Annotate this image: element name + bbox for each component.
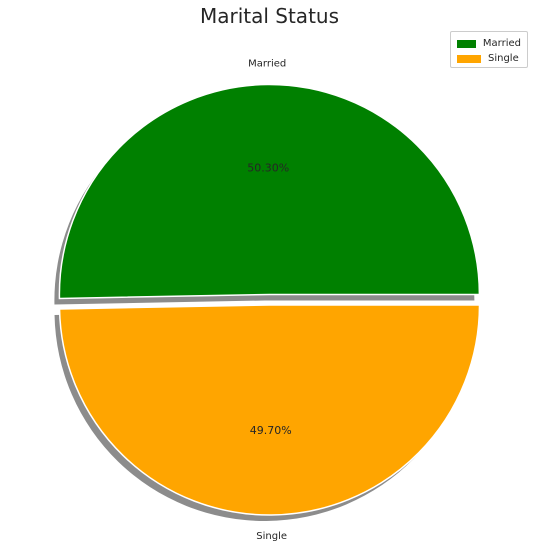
legend-swatch-single — [457, 54, 481, 63]
legend: Married Single — [450, 31, 528, 68]
pie-slice-married — [58, 83, 481, 300]
legend-item-married: Married — [457, 36, 521, 51]
category-label-married: Married — [248, 59, 286, 70]
percent-label-married: 50.30% — [247, 162, 289, 175]
percent-label-single: 49.70% — [250, 424, 292, 437]
legend-item-single: Single — [457, 51, 521, 66]
pie-slice-single — [58, 304, 481, 516]
legend-label-married: Married — [482, 38, 521, 49]
legend-swatch-married — [457, 39, 476, 48]
category-label-single: Single — [256, 531, 287, 542]
legend-label-single: Single — [488, 53, 519, 64]
chart-title: Marital Status — [199, 4, 340, 28]
